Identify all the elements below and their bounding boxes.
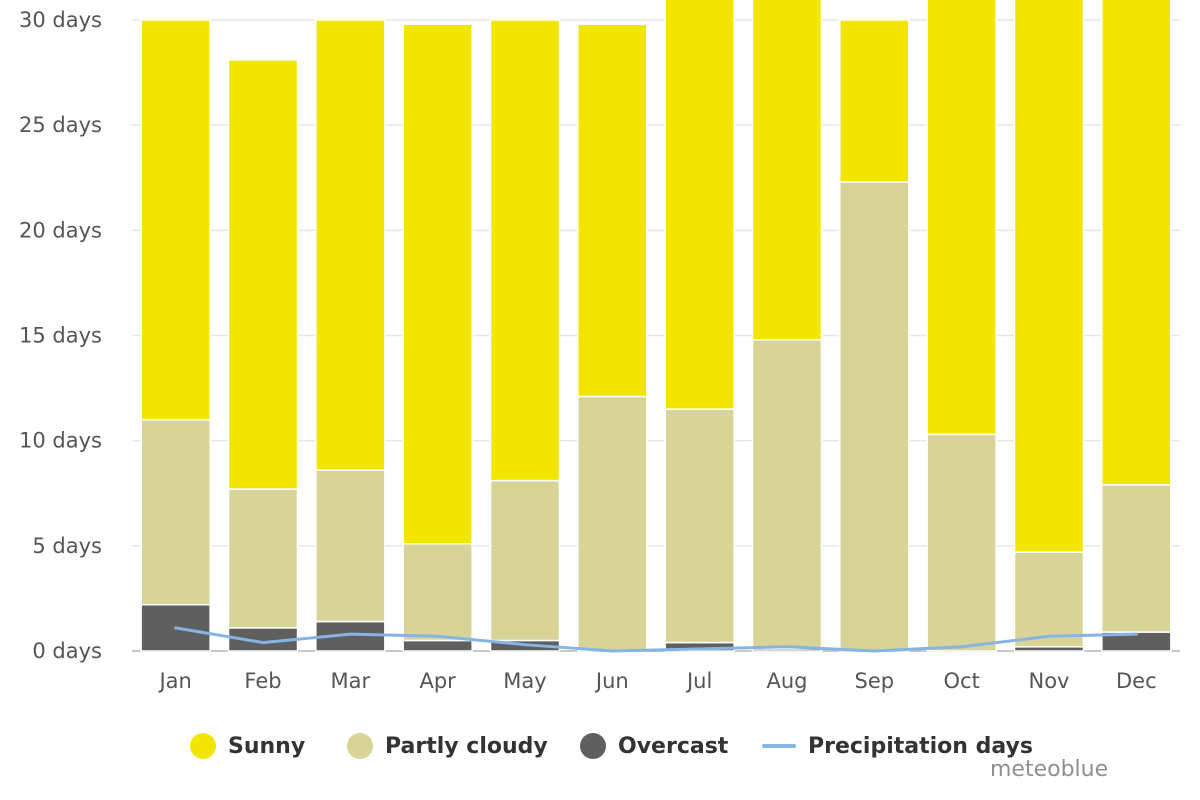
credit-text: meteoblue bbox=[990, 757, 1109, 782]
bar-sunny bbox=[926, 0, 997, 436]
legend-label-precipitation: Precipitation days bbox=[808, 733, 1033, 759]
x-tick-label: Jun bbox=[594, 669, 629, 693]
bar-sunny bbox=[751, 0, 823, 341]
bar-sunny bbox=[577, 23, 648, 398]
precipitation-point bbox=[174, 626, 178, 630]
bar-sunny bbox=[227, 59, 299, 490]
x-tick-label: Jan bbox=[157, 669, 191, 693]
bar-partly-cloudy bbox=[577, 395, 648, 652]
bar-partly-cloudy bbox=[926, 433, 997, 652]
x-tick-label: Sep bbox=[855, 669, 895, 693]
legend-line-precipitation bbox=[762, 744, 796, 748]
precipitation-point bbox=[610, 649, 614, 653]
bar-partly-cloudy bbox=[751, 338, 823, 650]
legend-dot-sunny bbox=[190, 733, 216, 759]
x-tick-label: Apr bbox=[419, 669, 456, 693]
y-tick-label: 15 days bbox=[19, 324, 102, 348]
y-tick-label: 25 days bbox=[19, 113, 102, 137]
x-tick-label: Jul bbox=[685, 669, 712, 693]
precipitation-point bbox=[261, 641, 265, 645]
legend-item-overcast[interactable]: Overcast bbox=[580, 726, 728, 766]
x-tick-label: Mar bbox=[331, 669, 371, 693]
y-tick-label: 10 days bbox=[19, 429, 102, 453]
precipitation-point bbox=[523, 643, 527, 647]
y-tick-label: 0 days bbox=[32, 639, 102, 663]
bar-sunny bbox=[140, 19, 211, 421]
x-tick-label: Nov bbox=[1029, 669, 1070, 693]
precipitation-point bbox=[872, 649, 876, 653]
bar-partly-cloudy bbox=[402, 542, 473, 642]
legend-item-partly-cloudy[interactable]: Partly cloudy bbox=[347, 726, 548, 766]
bar-sunny bbox=[315, 19, 386, 471]
precipitation-point bbox=[785, 645, 789, 649]
precipitation-point bbox=[1134, 632, 1138, 636]
bar-sunny bbox=[1101, 0, 1172, 486]
legend-item-sunny[interactable]: Sunny bbox=[190, 726, 305, 766]
bar-sunny bbox=[489, 19, 561, 482]
x-tick-label: Feb bbox=[244, 669, 281, 693]
bar-partly-cloudy bbox=[664, 408, 735, 644]
bar-partly-cloudy bbox=[489, 479, 561, 642]
precipitation-point bbox=[436, 634, 440, 638]
bar-sunny bbox=[664, 0, 735, 410]
legend-label-partly-cloudy: Partly cloudy bbox=[385, 733, 548, 759]
precipitation-point bbox=[1047, 634, 1051, 638]
legend-dot-partly-cloudy bbox=[347, 733, 373, 759]
legend-label-overcast: Overcast bbox=[618, 733, 729, 759]
x-tick-label: Aug bbox=[766, 669, 807, 693]
bar-sunny bbox=[1013, 0, 1085, 553]
precipitation-point bbox=[348, 632, 352, 636]
bar-partly-cloudy bbox=[1013, 551, 1085, 648]
legend: Sunny Partly cloudy Overcast Precipitati… bbox=[0, 726, 1200, 766]
x-tick-label: Dec bbox=[1116, 669, 1157, 693]
precipitation-point bbox=[960, 645, 964, 649]
bar-overcast bbox=[402, 639, 473, 652]
y-tick-label: 5 days bbox=[32, 534, 102, 558]
bar-sunny bbox=[839, 19, 910, 183]
legend-label-sunny: Sunny bbox=[228, 733, 306, 759]
bar-sunny bbox=[402, 23, 473, 545]
precipitation-line bbox=[174, 626, 1138, 653]
legend-dot-overcast bbox=[580, 733, 606, 759]
y-tick-label: 30 days bbox=[19, 8, 102, 32]
y-tick-label: 20 days bbox=[19, 218, 102, 242]
bar-partly-cloudy bbox=[315, 469, 386, 623]
bar-partly-cloudy bbox=[140, 418, 211, 606]
bar-partly-cloudy bbox=[1101, 484, 1172, 633]
legend-item-precipitation-days[interactable]: Precipitation days bbox=[762, 726, 1033, 766]
bar-partly-cloudy bbox=[227, 488, 299, 629]
bar-partly-cloudy bbox=[839, 181, 910, 652]
precipitation-point bbox=[698, 647, 702, 651]
x-tick-label: Oct bbox=[944, 669, 980, 693]
chart-canvas: 0 days 5 days 10 days 15 days 20 days 25 days… bbox=[19, 0, 1180, 693]
x-tick-label: May bbox=[503, 669, 546, 693]
